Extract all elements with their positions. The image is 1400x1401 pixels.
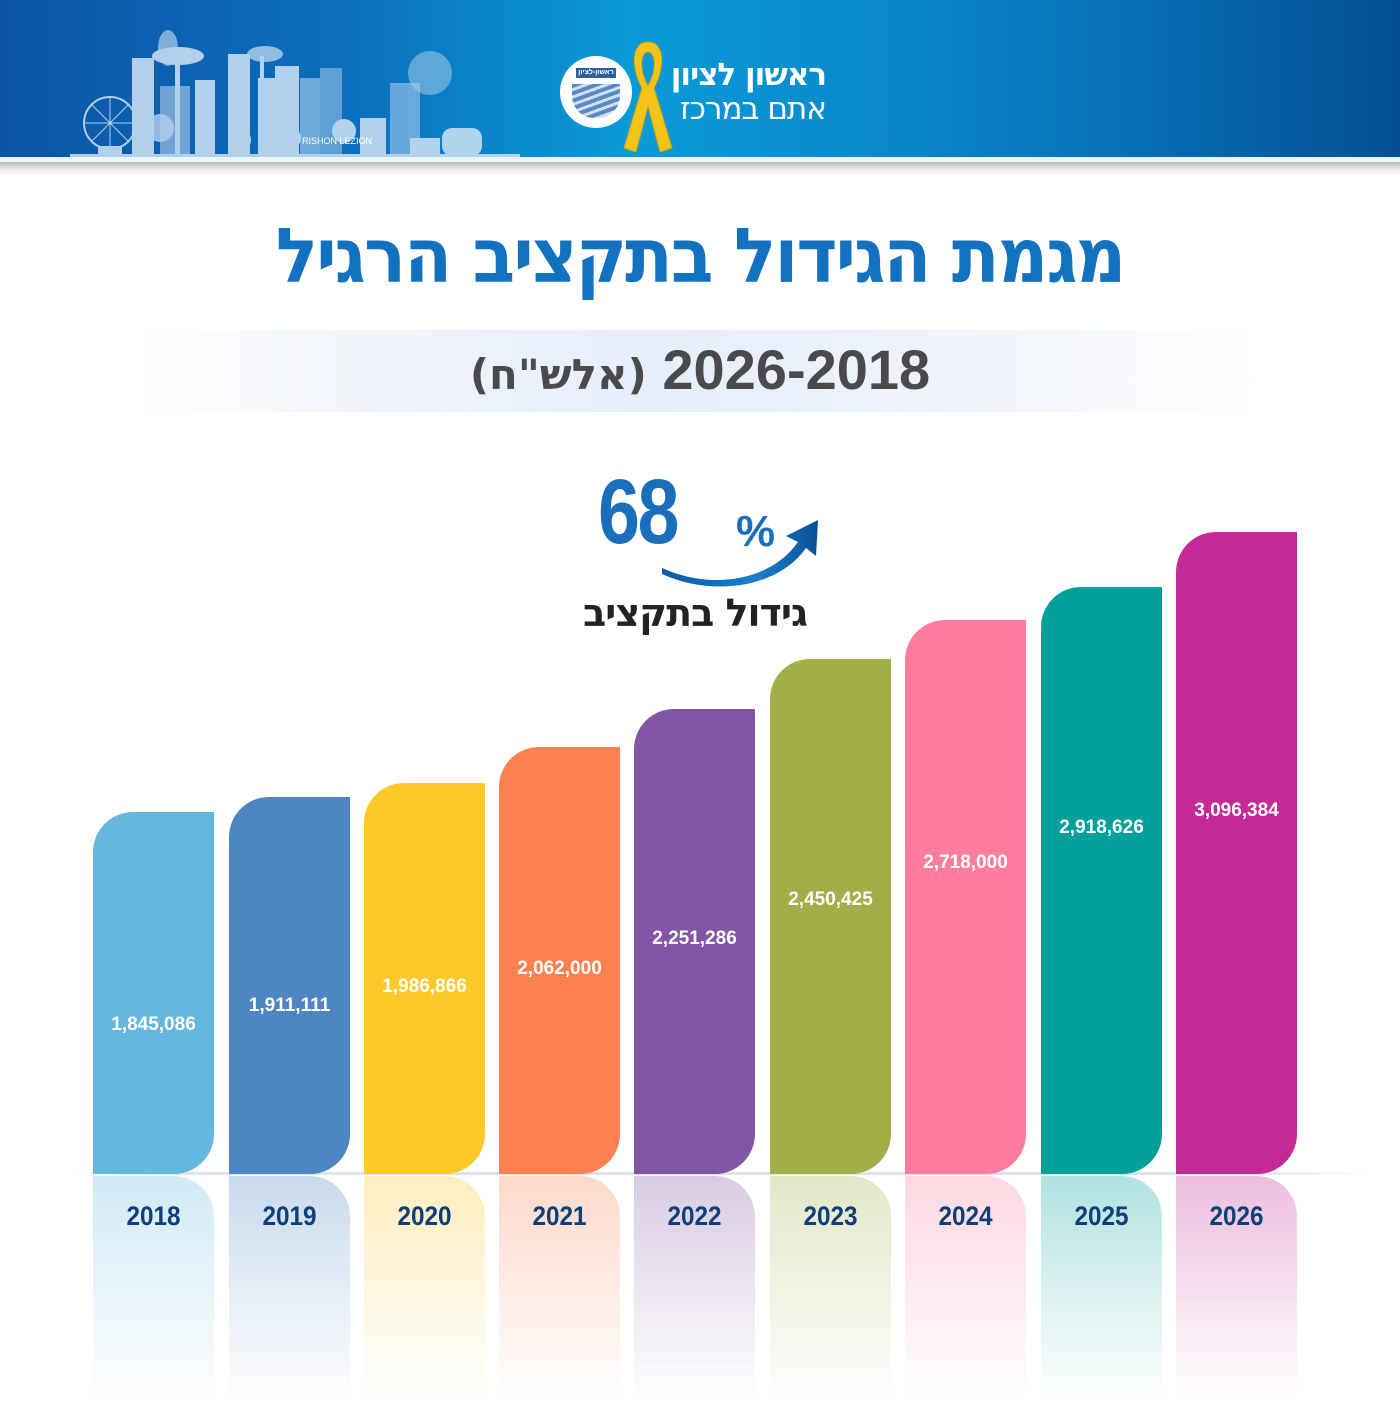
bar-reflection [905, 1176, 1026, 1401]
year-label-2020: 2020 [397, 1201, 452, 1231]
bar-reflection [229, 1176, 350, 1401]
city-slogan: ראשון לציון אתם במרכז [670, 57, 827, 127]
skyline-caption: RISHON LEZION [302, 136, 372, 146]
growth-percentage: 68 % [598, 461, 775, 563]
year-label-2026: 2026 [1209, 1201, 1264, 1231]
year-label-2021: 2021 [532, 1201, 587, 1231]
bar-value-label: 1,986,866 [382, 976, 467, 997]
year-label-2023: 2023 [803, 1201, 858, 1231]
bar-value-label: 2,718,000 [923, 852, 1008, 873]
emblem-text: ראשון-לציון [576, 68, 616, 78]
header-divider [0, 157, 1400, 162]
bar-reflection [364, 1176, 485, 1401]
bar-reflection [1041, 1176, 1162, 1401]
city-emblem-icon: ראשון-לציון [560, 56, 632, 128]
bar-2024: 2,718,000 [905, 620, 1026, 1174]
subtitle-unit: (אלש"ח) [469, 350, 647, 399]
bar-value-label: 2,251,286 [652, 928, 737, 949]
bar-reflection [634, 1176, 755, 1401]
bar-2023: 2,450,425 [770, 659, 891, 1174]
bar-reflection [1176, 1176, 1297, 1401]
bar-value-label: 1,845,086 [111, 1014, 196, 1035]
growth-percent-sign: % [736, 507, 776, 556]
header-shadow [0, 162, 1400, 176]
arrow-up-right-icon [662, 520, 818, 587]
bar-reflection [93, 1176, 214, 1401]
bar-2020: 1,986,866 [364, 783, 485, 1174]
growth-percent-number: 68 [598, 461, 679, 563]
year-label-2022: 2022 [667, 1201, 722, 1231]
bar-2025: 2,918,626 [1041, 587, 1162, 1174]
year-label-2018: 2018 [126, 1201, 181, 1231]
bar-value-label: 2,918,626 [1059, 817, 1144, 838]
subtitle-years: 2026-2018 [662, 338, 931, 401]
bar-2021: 2,062,000 [499, 747, 620, 1174]
header-banner: RISHON LEZION ראשון-לציון ראשון לציון את… [0, 0, 1400, 158]
bar-reflection [770, 1176, 891, 1401]
growth-label: גידול בתקציב [582, 591, 808, 635]
city-skyline-illustration: RISHON LEZION [70, 30, 520, 158]
page-title: מגמת הגידול בתקציב הרגיל [275, 211, 1127, 301]
bar-2018: 1,845,086 [93, 812, 214, 1174]
bar-value-label: 2,450,425 [788, 889, 873, 910]
subtitle-background [140, 330, 1260, 412]
bar-2019: 1,911,111 [229, 797, 350, 1174]
bar-value-label: 2,062,000 [517, 958, 602, 979]
year-label-2024: 2024 [938, 1201, 993, 1231]
year-label-2025: 2025 [1074, 1201, 1129, 1231]
bar-reflection [499, 1176, 620, 1401]
slogan-line-2: אתם במרכז [679, 91, 827, 127]
subtitle: (אלש"ח) 2026-2018 [0, 334, 1400, 411]
bar-value-label: 3,096,384 [1194, 800, 1279, 821]
year-label-2019: 2019 [262, 1201, 317, 1231]
bar-2022: 2,251,286 [634, 709, 755, 1174]
bar-value-label: 1,911,111 [248, 995, 331, 1016]
yellow-ribbon-icon [623, 41, 673, 153]
bar-2026: 3,096,384 [1176, 532, 1297, 1174]
city-logo: ראשון-לציון ראשון לציון אתם במרכז [558, 41, 838, 158]
slogan-line-1: ראשון לציון [670, 57, 827, 93]
